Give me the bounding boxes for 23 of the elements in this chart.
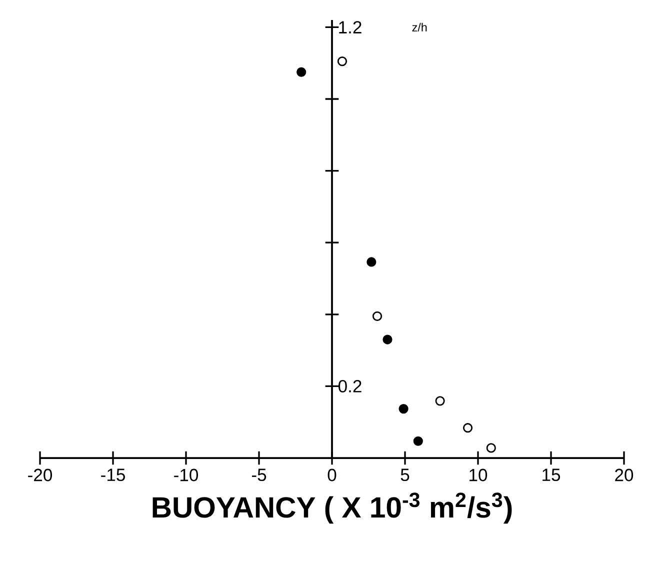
point [296, 67, 306, 77]
y-tick-label: 1.2 [339, 21, 362, 34]
x-tick-label: -20 [28, 468, 52, 482]
x-tick-label: 15 [542, 468, 560, 482]
point [398, 404, 408, 414]
x-axis-title: BUOYANCY ( X 10$^{-3}$ m$^{2}$/s$^{3}$) [152, 492, 512, 524]
x-tick-label: -5 [252, 468, 266, 482]
point [435, 396, 445, 406]
point [462, 423, 473, 433]
y-axis-title: z/h [412, 22, 427, 32]
point [337, 56, 348, 66]
point [382, 334, 392, 344]
x-tick-label: 0 [328, 468, 336, 482]
point [366, 257, 376, 267]
x-tick-label: -10 [174, 468, 198, 482]
y-tick-label: 0.2 [338, 380, 362, 392]
x-tick-label: 5 [400, 468, 410, 482]
x-tick-label: 10 [470, 468, 488, 482]
point [486, 443, 496, 453]
point [372, 311, 382, 322]
point [413, 436, 423, 446]
x-tick-label: 20 [615, 468, 634, 482]
x-tick-label: -15 [101, 468, 125, 482]
